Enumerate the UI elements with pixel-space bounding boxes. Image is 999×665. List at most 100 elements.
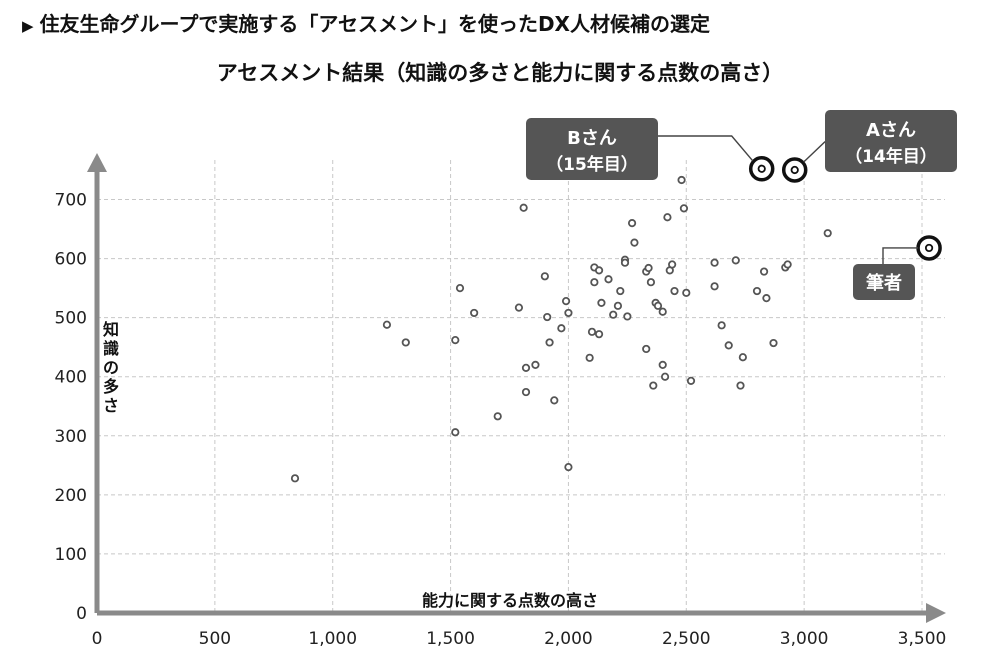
data-point (594, 330, 604, 339)
y-tick-label: 500 (55, 309, 87, 329)
x-tick-label: 1,000 (308, 629, 357, 649)
data-point (382, 320, 392, 329)
data-point (620, 258, 630, 267)
y-axis-label-char: 識 (103, 339, 119, 358)
y-tick-label: 100 (55, 545, 87, 565)
data-point (783, 260, 792, 269)
callout-name: Aさん (866, 120, 916, 141)
tick-labels: 0 500 1,000 1,500 2,000 2,500 3,000 3,500 0 100 20… (55, 191, 947, 650)
highlight-dot (757, 164, 766, 173)
data-point (710, 282, 719, 291)
data-point (550, 396, 559, 405)
data-point (594, 266, 604, 275)
callout-box (526, 118, 658, 180)
data-point (769, 338, 778, 348)
x-axis-arrow-icon (926, 603, 946, 623)
data-point (557, 324, 566, 333)
data-point (677, 175, 686, 185)
data-point (545, 338, 554, 347)
data-point (451, 428, 460, 437)
x-tick-label: 1,500 (426, 629, 475, 649)
header-text: 住友生命グループで実施する「アセスメント」を使ったDX人材候補の選定 (39, 12, 710, 36)
data-point (401, 338, 410, 347)
data-point (543, 312, 552, 322)
data-point (540, 272, 549, 281)
data-point (564, 308, 573, 318)
callout-box (825, 110, 957, 172)
callout-leader (803, 141, 826, 163)
highlight-A: Aさん （14年目） (781, 110, 957, 183)
y-axis-label-char: の (103, 358, 119, 377)
data-point (493, 412, 502, 421)
data-point (585, 353, 594, 362)
y-axis-label: 知識の多さ (103, 320, 119, 415)
callout-name: 筆者 (866, 272, 902, 294)
data-point (564, 462, 573, 472)
data-point (519, 203, 528, 212)
y-axis-label-char: 多 (103, 377, 119, 396)
callout-name: Bさん (567, 128, 617, 149)
chart-title: アセスメント結果（知識の多さと能力に関する点数の高さ） (217, 61, 784, 85)
axes (87, 153, 946, 623)
data-point (561, 297, 571, 306)
data-point (451, 335, 460, 345)
x-tick-label: 2,000 (544, 629, 593, 649)
highlight-dot (924, 243, 934, 253)
y-axis-label-char: 知 (103, 320, 119, 339)
x-tick-label: 500 (199, 629, 231, 649)
data-point (717, 321, 726, 330)
data-point (660, 372, 670, 381)
x-tick-label: 3,000 (780, 629, 829, 649)
data-point (823, 229, 832, 238)
data-point (663, 213, 672, 222)
data-point (623, 312, 632, 321)
data-point (724, 341, 733, 350)
data-point (762, 294, 771, 303)
highlight-dot (790, 165, 799, 175)
highlight-B: Bさん （15年目） (526, 118, 775, 182)
y-tick-label: 700 (55, 191, 87, 211)
data-point (627, 219, 637, 228)
callout-box (853, 264, 915, 300)
x-tick-label: 3,500 (898, 629, 947, 649)
data-point (646, 278, 656, 287)
callout-years: （15年目） (546, 154, 638, 175)
y-tick-label: 0 (76, 604, 87, 624)
highlight-author: 筆者 (853, 235, 942, 300)
data-point (649, 381, 658, 390)
data-points (290, 175, 832, 483)
y-tick-label: 300 (55, 427, 87, 447)
data-point (531, 360, 540, 369)
data-point (597, 298, 606, 307)
highlight-points: Bさん （15年目） Aさん （14年目） 筆者 (526, 110, 957, 300)
data-point (514, 303, 524, 312)
data-point (609, 310, 618, 319)
data-point (642, 344, 651, 354)
data-point (470, 308, 479, 318)
play-triangle-icon: ▶ (22, 17, 34, 35)
data-point (668, 260, 677, 269)
data-point (658, 360, 667, 369)
callout-leader (882, 247, 919, 264)
data-point (616, 286, 625, 296)
callout-years: （14年目） (845, 146, 937, 167)
page-header: ▶ 住友生命グループで実施する「アセスメント」を使ったDX人材候補の選定 (22, 8, 710, 37)
data-point (738, 353, 747, 362)
x-axis-label: 能力に関する点数の高さ (422, 591, 598, 610)
data-point (653, 301, 663, 310)
x-tick-label: 2,500 (662, 629, 711, 649)
data-point (587, 327, 597, 336)
data-point (658, 307, 667, 316)
data-point (630, 238, 639, 247)
data-point (731, 256, 740, 265)
data-point (679, 204, 689, 213)
data-point (521, 363, 531, 372)
data-point (604, 275, 613, 284)
data-point (736, 381, 745, 390)
callout-leader (658, 135, 754, 162)
data-point (613, 301, 623, 310)
data-point (290, 474, 300, 483)
data-point (759, 267, 769, 276)
data-point (590, 278, 599, 287)
